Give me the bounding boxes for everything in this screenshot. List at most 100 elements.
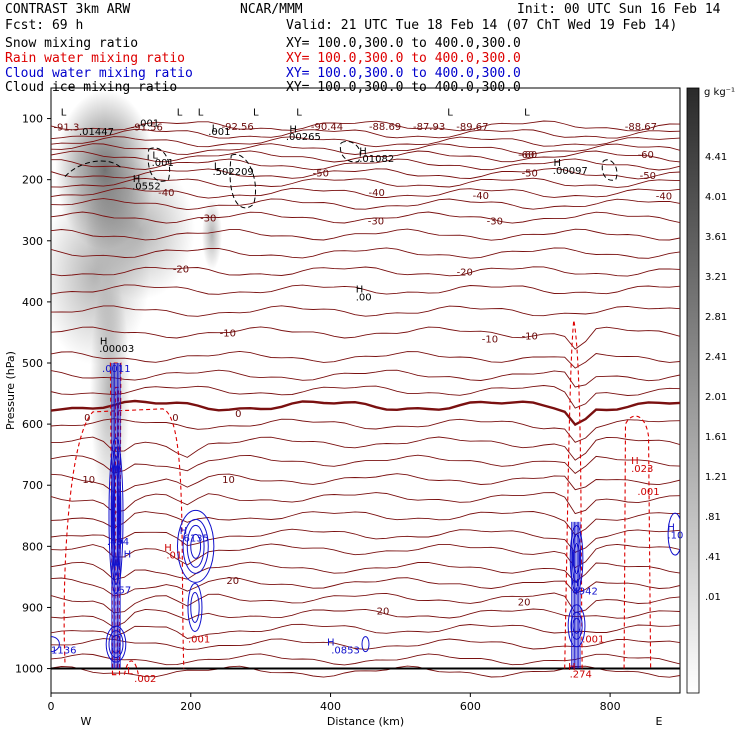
field-snow-xy: XY= 100.0,300.0 to 400.0,300.0 <box>286 36 521 51</box>
colorbar-label: 4.01 <box>705 192 727 203</box>
isotherm-label: -10 <box>220 328 236 339</box>
x-tick-label: 800 <box>600 700 621 713</box>
x-tick-label: 0 <box>48 700 55 713</box>
field-annotation: H <box>133 174 141 185</box>
isotherm-label: -50 <box>640 171 656 182</box>
isotherm-label: -40 <box>656 192 672 203</box>
isotherm-line <box>51 528 680 553</box>
cloudwater-contours <box>51 363 680 669</box>
isotherm-label: -88.67 <box>625 122 657 133</box>
isotherm-line <box>51 228 680 241</box>
isotherm-label: -91.56 <box>131 123 163 134</box>
field-annotation: H <box>572 578 580 589</box>
isotherm-line <box>51 158 680 171</box>
field-annotation: .0011 <box>102 364 131 375</box>
field-cloudwater-xy: XY= 100.0,300.0 to 400.0,300.0 <box>286 66 521 81</box>
isotherm-line <box>51 436 680 461</box>
field-annotation: .001 <box>137 119 159 130</box>
isotherm-label: -10 <box>482 335 498 346</box>
isotherm-label: 10 <box>222 475 235 486</box>
y-tick-label: 400 <box>22 296 43 309</box>
isotherm-line <box>51 473 680 493</box>
isotherm-line <box>51 561 680 583</box>
forecast-hour: Fcst: 69 h <box>5 18 84 33</box>
cloud-contour <box>571 534 582 584</box>
y-tick-label: 100 <box>22 113 43 126</box>
field-annotation: .00 <box>356 293 372 304</box>
field-annotation: .01447 <box>79 127 114 138</box>
field-annotation: .57 <box>115 585 131 596</box>
field-annotation: L <box>524 108 530 119</box>
field-annotation: .502209 <box>212 167 253 178</box>
field-annotation: 4942 <box>572 587 597 598</box>
isotherm-label: 20 <box>226 576 239 587</box>
colorbar-label: 3.61 <box>705 232 727 243</box>
x-axis-label: Distance (km) <box>327 715 404 728</box>
x-tick-label: 200 <box>180 700 201 713</box>
cloud-contour <box>51 636 60 653</box>
y-tick-label: 500 <box>22 357 43 370</box>
isotherm-label: -30 <box>200 214 216 225</box>
field-annotation: .001 <box>188 634 210 645</box>
isotherm-line <box>51 454 680 474</box>
colorbar-label: .41 <box>705 552 721 563</box>
snow-plume <box>85 160 195 300</box>
field-annotation: .001 <box>152 158 174 169</box>
y-tick-label: 1000 <box>15 663 43 676</box>
field-annotation: .001 <box>582 634 604 645</box>
field-annotation: L <box>198 108 204 119</box>
snow-patch <box>202 200 222 270</box>
isotherm-label: -92.56 <box>221 122 253 133</box>
rain-contour <box>123 660 139 675</box>
temperature-isotherms <box>51 120 680 678</box>
rain-contour <box>109 362 122 676</box>
ice-contour <box>147 147 171 182</box>
isotherm-line <box>51 653 680 666</box>
model-title: CONTRAST 3km ARW <box>5 2 131 17</box>
isotherm-label: -89.67 <box>456 122 488 133</box>
isotherm-line <box>51 198 680 211</box>
isotherm-label: -87.93 <box>413 122 445 133</box>
colorbar-label: 1.21 <box>705 472 727 483</box>
colorbar-label: 2.81 <box>705 312 727 323</box>
field-annotation: H <box>289 125 297 136</box>
isotherm-line <box>51 150 680 163</box>
isotherm-line <box>51 350 680 369</box>
colorbar <box>686 87 700 694</box>
isotherm-label: -30 <box>368 217 384 228</box>
field-rain-name: Rain water mixing ratio <box>5 51 186 66</box>
field-annotation: L <box>127 666 133 677</box>
field-annotation: L <box>177 108 183 119</box>
field-annotation: .10 <box>667 530 683 541</box>
field-annotation: .01 <box>166 551 182 562</box>
isotherm-line <box>51 492 680 515</box>
isotherm-label: -10 <box>522 332 538 343</box>
isotherm-line <box>51 326 680 350</box>
colorbar-label: 4.41 <box>705 152 727 163</box>
colorbar-label: 1.61 <box>705 432 727 443</box>
plot-frame <box>50 87 681 694</box>
field-annotation: L <box>296 108 302 119</box>
isotherm-label: 0 <box>172 413 178 424</box>
ice-contour <box>229 153 256 209</box>
field-annotation: H <box>164 543 172 554</box>
isotherm-line <box>51 211 680 224</box>
isotherm-line <box>51 284 680 295</box>
isotherm-line <box>51 187 680 199</box>
field-annotation: .023 <box>631 464 653 475</box>
field-annotation: 1136 <box>51 645 76 656</box>
isotherm-line <box>51 369 680 388</box>
isotherm-line <box>51 418 680 443</box>
field-snow-name: Snow mixing ratio <box>5 36 139 51</box>
field-cloudwater-name: Cloud water mixing ratio <box>5 66 193 81</box>
cloud-contour <box>569 525 584 593</box>
colorbar-label: .01 <box>705 592 721 603</box>
colorbar-labels: 4.41 4.01 3.61 3.21 2.81 2.41 2.01 1.61 1.21 .81.… <box>704 87 735 603</box>
field-annotation: .002 <box>134 674 156 685</box>
field-annotation: .00097 <box>553 166 588 177</box>
y-tick-label: 900 <box>22 601 43 614</box>
field-annotation: H <box>356 285 364 296</box>
